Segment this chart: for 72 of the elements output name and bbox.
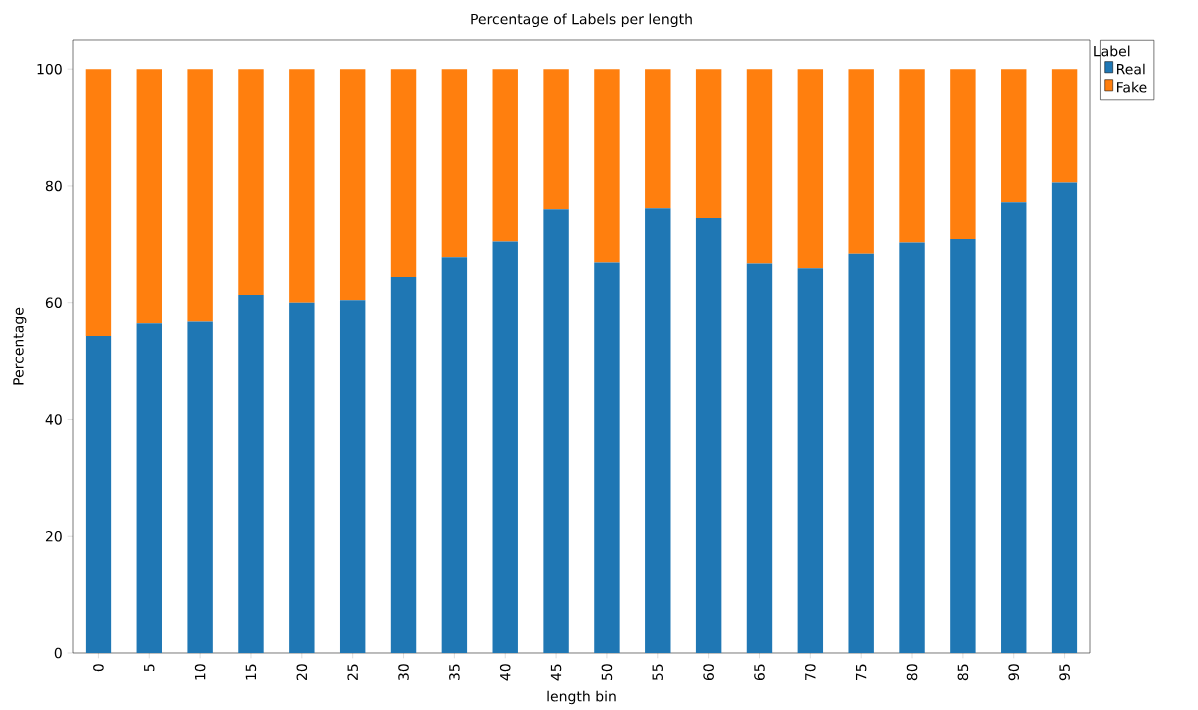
legend-label: Real (1117, 63, 1145, 75)
bar (390, 277, 417, 653)
x-tick-label: 90 (1008, 664, 1020, 681)
bar (1051, 182, 1078, 653)
chart-title: Percentage of Labels per length (471, 13, 692, 28)
bar (950, 69, 976, 240)
x-tick-label: 5 (144, 664, 155, 672)
bar (390, 69, 417, 278)
y-axis-title: Percentage (13, 307, 27, 385)
bar (746, 263, 773, 653)
x-tick-label: 40 (499, 664, 511, 681)
bar (492, 69, 518, 242)
bar (441, 257, 468, 653)
bar (950, 239, 976, 653)
bar (645, 208, 671, 653)
x-tick-label: 85 (957, 664, 969, 681)
bar (441, 69, 468, 258)
y-tick-label: 80 (45, 180, 62, 192)
legend-title: Label (1094, 45, 1130, 57)
x-tick-label: 55 (652, 664, 663, 680)
bar (543, 69, 569, 210)
bar (594, 262, 620, 653)
bar (289, 69, 315, 303)
bar (289, 302, 315, 653)
x-tick-label: 25 (347, 664, 358, 681)
bar (797, 69, 824, 269)
x-tick-label: 35 (449, 664, 460, 681)
bar (797, 268, 824, 653)
y-tick-label: 40 (45, 414, 62, 425)
bar (1001, 202, 1027, 653)
bar (187, 69, 213, 322)
bar (187, 321, 213, 653)
x-axis-title: length bin (547, 690, 616, 705)
x-tick-label: 60 (703, 664, 714, 681)
x-tick-label: 0 (93, 664, 104, 672)
x-tick-label: 65 (754, 664, 765, 681)
bar (1001, 69, 1027, 203)
bar (238, 295, 264, 653)
legend-label: Fake (1117, 81, 1147, 93)
x-tick-label: 10 (194, 664, 206, 680)
bar (1051, 69, 1078, 183)
x-tick-label: 75 (855, 664, 867, 680)
bar (339, 69, 366, 301)
y-tick-label: 20 (45, 530, 62, 542)
bar (136, 323, 162, 653)
bar (339, 300, 366, 653)
y-tick-label: 100 (37, 63, 62, 75)
bar (645, 69, 671, 209)
y-tick-label: 0 (54, 647, 62, 659)
x-tick-label: 30 (398, 664, 409, 681)
bar (238, 69, 264, 296)
bar (695, 218, 722, 653)
x-tick-label: 15 (245, 664, 257, 680)
x-tick-label: 95 (1059, 664, 1070, 681)
bar (848, 69, 874, 254)
y-tick-label: 60 (45, 297, 62, 308)
bar (492, 241, 518, 653)
x-tick-label: 45 (550, 664, 562, 681)
bar (848, 253, 874, 653)
bar (746, 69, 773, 264)
x-tick-label: 80 (906, 664, 918, 681)
x-tick-label: 20 (296, 664, 308, 681)
x-tick-label: 70 (805, 664, 816, 680)
bar (899, 69, 925, 243)
bar (85, 69, 112, 336)
bar (899, 242, 925, 653)
bar (136, 69, 162, 324)
bar (85, 335, 112, 653)
x-tick-label: 50 (601, 664, 613, 680)
bar (543, 209, 569, 653)
bar (594, 69, 620, 263)
bar (695, 69, 722, 219)
